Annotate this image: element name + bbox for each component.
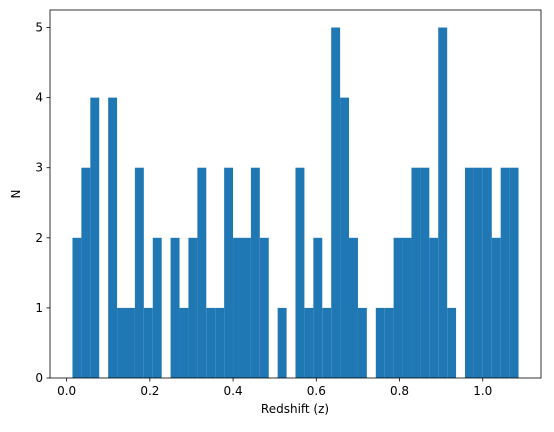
bar bbox=[152, 237, 162, 378]
bar bbox=[420, 167, 430, 378]
y-tick-label: 3 bbox=[35, 161, 43, 175]
bar bbox=[250, 167, 260, 378]
bar bbox=[108, 97, 118, 378]
bar bbox=[179, 307, 189, 378]
bar bbox=[259, 237, 269, 378]
bar bbox=[224, 167, 234, 378]
bar bbox=[384, 307, 394, 378]
y-tick-label: 5 bbox=[35, 21, 43, 35]
bar bbox=[90, 97, 100, 378]
bar bbox=[473, 167, 483, 378]
bar bbox=[233, 237, 242, 378]
x-tick-label: 0.0 bbox=[57, 384, 76, 398]
bar bbox=[143, 307, 153, 378]
bar bbox=[304, 307, 314, 378]
x-tick-label: 0.4 bbox=[224, 384, 243, 398]
bar bbox=[465, 167, 474, 378]
bar bbox=[438, 27, 448, 379]
bar bbox=[241, 237, 251, 378]
bar bbox=[447, 307, 457, 378]
bar bbox=[215, 307, 225, 378]
bar bbox=[393, 237, 403, 378]
bar bbox=[295, 167, 305, 378]
bar bbox=[509, 167, 519, 378]
bar bbox=[81, 167, 91, 378]
bar bbox=[340, 97, 350, 378]
bar bbox=[197, 167, 207, 378]
x-tick-label: 0.6 bbox=[307, 384, 326, 398]
bar bbox=[188, 237, 198, 378]
y-tick-label: 1 bbox=[35, 301, 43, 315]
bar bbox=[402, 237, 412, 378]
bar bbox=[134, 167, 144, 378]
x-tick-label: 0.2 bbox=[140, 384, 159, 398]
bar bbox=[429, 237, 439, 378]
bar bbox=[125, 307, 135, 378]
y-tick-label: 2 bbox=[35, 231, 43, 245]
bar bbox=[349, 237, 358, 378]
bar bbox=[491, 237, 501, 378]
bar bbox=[375, 307, 385, 378]
bar bbox=[72, 237, 82, 378]
x-axis-label: Redshift (z) bbox=[261, 402, 329, 416]
y-axis-label: N bbox=[9, 190, 23, 199]
bar bbox=[500, 167, 510, 378]
x-tick-label: 0.8 bbox=[390, 384, 409, 398]
bar bbox=[322, 307, 332, 378]
y-tick-label: 4 bbox=[35, 91, 43, 105]
bar bbox=[357, 307, 367, 378]
bar bbox=[482, 167, 492, 378]
bar bbox=[170, 237, 180, 378]
plot-frame bbox=[49, 9, 542, 379]
bar bbox=[206, 307, 216, 378]
y-tick-label: 0 bbox=[35, 371, 43, 385]
bar bbox=[277, 307, 287, 378]
bar bbox=[411, 167, 421, 378]
x-tick-label: 1.0 bbox=[473, 384, 492, 398]
bar bbox=[313, 237, 323, 378]
bar bbox=[117, 307, 126, 378]
bar bbox=[331, 27, 341, 379]
